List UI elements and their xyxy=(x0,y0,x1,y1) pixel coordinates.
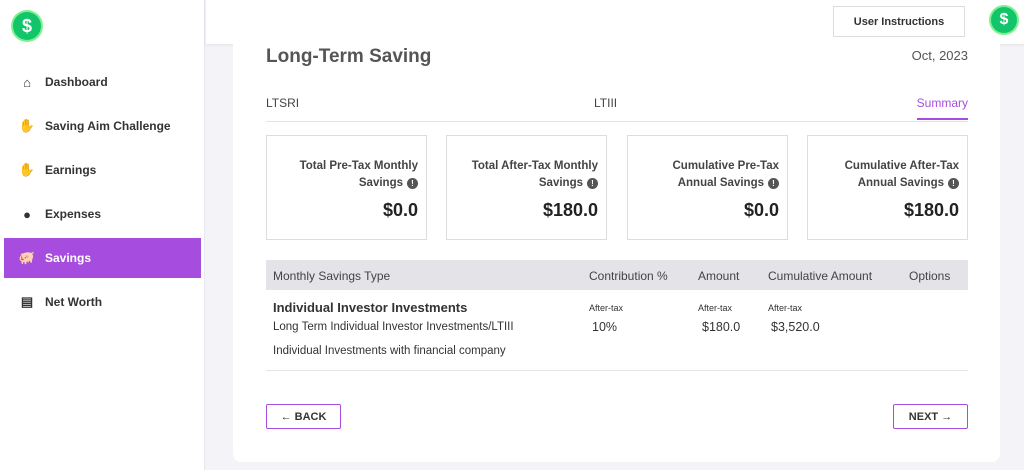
info-icon[interactable]: ! xyxy=(948,178,959,189)
tabs: LTSRI LTIII Summary xyxy=(266,96,968,122)
stat-label: Savings xyxy=(358,177,403,189)
page-title: Long-Term Saving xyxy=(266,46,432,67)
date-label: Oct, 2023 xyxy=(911,48,968,63)
next-button[interactable]: NEXT → xyxy=(893,404,968,429)
contribution-value: 10% xyxy=(592,320,618,334)
column-header: Monthly Savings Type xyxy=(273,269,391,283)
row-subtitle: Long Term Individual Investor Investment… xyxy=(273,321,514,333)
stat-value: $0.0 xyxy=(743,200,779,220)
stat-label: Cumulative Pre-Tax xyxy=(672,160,779,172)
stat-label: Cumulative After-Tax xyxy=(844,160,959,172)
info-icon[interactable]: ! xyxy=(587,178,598,189)
back-button[interactable]: ← BACK xyxy=(266,404,341,429)
info-icon[interactable]: ! xyxy=(768,178,779,189)
hand-dollar-icon: ✋ xyxy=(18,162,36,177)
stat-label: Annual Savings xyxy=(857,177,944,189)
cumulative-value: $3,520.0 xyxy=(771,320,820,334)
home-icon: ⌂ xyxy=(23,74,31,90)
tab-ltsri[interactable]: LTSRI xyxy=(266,96,300,110)
sidebar-item-label: Dashboard xyxy=(45,75,108,89)
stat-label: Savings xyxy=(538,177,583,189)
stat-card: Total Pre-Tax Monthly Savings! $0.0 xyxy=(266,135,427,240)
tab-summary[interactable]: Summary xyxy=(916,96,968,120)
row-title: Individual Investor Investments xyxy=(273,300,468,315)
column-header: Options xyxy=(909,269,951,283)
stat-value: $0.0 xyxy=(382,200,418,220)
tax-tag: After-tax xyxy=(589,303,624,313)
amount-value: $180.0 xyxy=(702,320,741,334)
column-header: Cumulative Amount xyxy=(768,269,873,283)
tab-ltiii[interactable]: LTIII xyxy=(594,96,618,110)
sidebar-item-label: Expenses xyxy=(45,207,102,221)
stat-label: Total Pre-Tax Monthly xyxy=(299,160,418,172)
stat-label: Annual Savings xyxy=(677,177,764,189)
sidebar-item-label: Net Worth xyxy=(45,295,103,309)
logo-dollar-icon: $ xyxy=(13,12,41,40)
sidebar-item-label: Savings xyxy=(45,251,92,265)
column-header: Amount xyxy=(698,269,740,283)
column-header: Contribution % xyxy=(589,269,668,283)
main-card: Long-Term Saving Oct, 2023 LTSRI LTIII S… xyxy=(233,44,1000,462)
sidebar-item-dashboard[interactable]: ⌂ Dashboard xyxy=(4,62,201,102)
sidebar-item-label: Saving Aim Challenge xyxy=(45,119,171,133)
tax-tag: After-tax xyxy=(698,303,733,313)
coins-icon: ● xyxy=(23,206,31,222)
stat-value: $180.0 xyxy=(542,200,598,220)
sidebar: $ ⌂ Dashboard ✋ Saving Aim Challenge ✋ Earn… xyxy=(0,0,205,470)
tax-tag: After-tax xyxy=(768,303,803,313)
sidebar-item-earnings[interactable]: ✋ Earnings xyxy=(4,150,201,190)
table-header: Monthly Savings Type Contribution % Amou… xyxy=(266,260,968,290)
sidebar-item-net-worth[interactable]: ▤ Net Worth xyxy=(4,282,201,322)
stat-card: Total After-Tax Monthly Savings! $180.0 xyxy=(446,135,607,240)
sidebar-item-expenses[interactable]: ● Expenses xyxy=(4,194,201,234)
table-row: Individual Investor Investments Long Ter… xyxy=(266,290,968,371)
info-icon[interactable]: ! xyxy=(407,178,418,189)
row-description: Individual Investments with financial co… xyxy=(273,345,506,357)
avatar[interactable]: $ xyxy=(991,7,1017,33)
stat-label: Total After-Tax Monthly xyxy=(471,160,598,172)
user-instructions-button[interactable]: User Instructions xyxy=(833,6,965,37)
stat-card: Cumulative After-Tax Annual Savings! $180.… xyxy=(807,135,968,240)
hand-dollar-icon: ✋ xyxy=(18,118,36,133)
sidebar-item-label: Earnings xyxy=(45,163,97,177)
money-card-icon: ▤ xyxy=(20,294,34,309)
stat-card: Cumulative Pre-Tax Annual Savings! $0.0 xyxy=(627,135,788,240)
sidebar-nav: ⌂ Dashboard ✋ Saving Aim Challenge ✋ Earnin… xyxy=(4,62,201,326)
piggy-bank-icon: 🐖 xyxy=(18,250,36,265)
sidebar-item-savings[interactable]: 🐖 Savings xyxy=(4,238,201,278)
sidebar-item-saving-aim-challenge[interactable]: ✋ Saving Aim Challenge xyxy=(4,106,201,146)
stat-value: $180.0 xyxy=(903,200,959,220)
